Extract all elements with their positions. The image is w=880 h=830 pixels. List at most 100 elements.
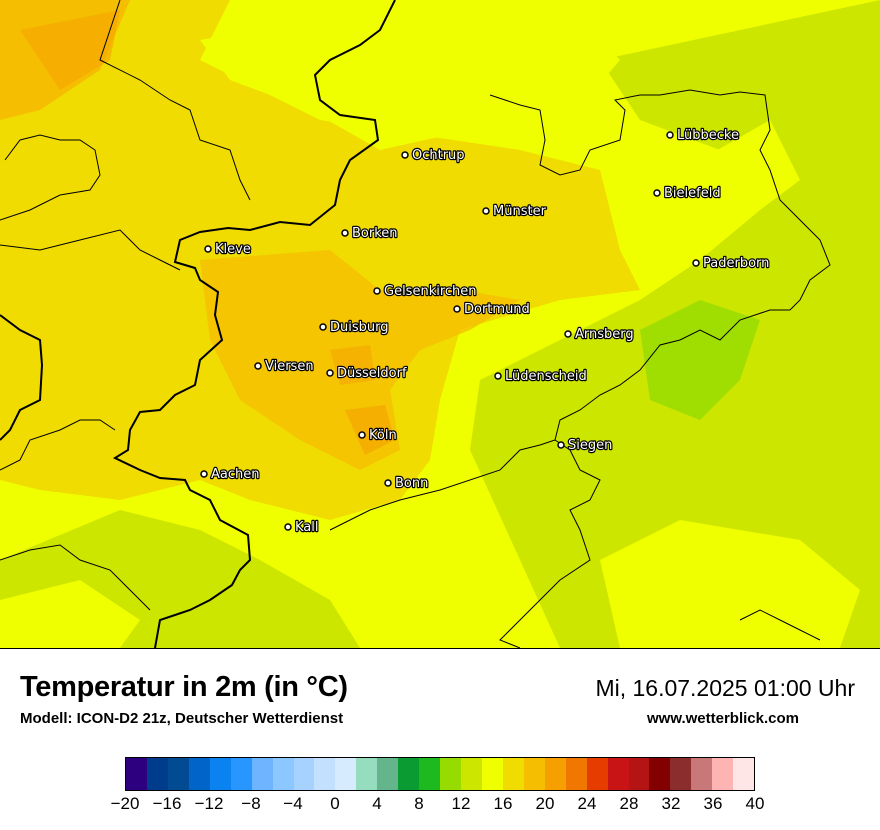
city-dot xyxy=(384,479,392,487)
city-label: Kleve xyxy=(215,242,251,257)
city-marker: Lüdenscheid xyxy=(494,368,588,385)
city-label: Duisburg xyxy=(330,320,389,335)
color-scale-tick-label: 4 xyxy=(372,794,382,813)
color-scale-swatch xyxy=(607,758,629,790)
color-scale-swatch xyxy=(398,758,420,790)
color-scale-swatch xyxy=(691,758,713,790)
city-label: Lübbecke xyxy=(677,128,739,143)
color-scale-swatch xyxy=(628,758,650,790)
color-scale-swatch xyxy=(272,758,294,790)
province-border-be-2 xyxy=(0,544,151,611)
color-scale-tick-label: −12 xyxy=(194,794,224,813)
city-label: Münster xyxy=(493,204,547,219)
city-marker: Ochtrup xyxy=(401,147,466,164)
city-label: Gelsenkirchen xyxy=(384,284,477,299)
national-border-nl-be xyxy=(0,314,44,441)
color-scale-tick-label: 20 xyxy=(535,794,555,813)
temperature-field-22-koeln xyxy=(345,405,395,455)
city-dot xyxy=(341,229,349,237)
city-dot xyxy=(358,431,366,439)
city-label: Paderborn xyxy=(703,256,769,271)
city-dot xyxy=(653,189,661,197)
color-scale-swatch xyxy=(356,758,378,790)
color-scale-tick-label: 0 xyxy=(330,794,340,813)
city-label: Ochtrup xyxy=(412,148,465,163)
color-scale-swatch xyxy=(544,758,566,790)
temperature-field-16-18-south-west xyxy=(0,580,140,648)
temperature-field-22-24-north-west xyxy=(20,10,120,90)
city-marker: Duisburg xyxy=(319,319,390,336)
color-scale-swatch xyxy=(146,758,168,790)
color-scale-tick-label: 12 xyxy=(451,794,471,813)
color-scale-tick-label: 40 xyxy=(745,794,765,813)
color-scale-tick-label: 24 xyxy=(577,794,597,813)
color-scale-swatch xyxy=(419,758,441,790)
city-marker: Münster xyxy=(482,203,548,220)
temperature-map-canvas: Ochtrup Lübbecke Bielefeld Münster Borken Kle… xyxy=(0,0,880,648)
city-marker: Paderborn xyxy=(692,255,771,272)
city-marker: Kall xyxy=(284,519,320,536)
city-dot xyxy=(557,441,565,449)
city-label: Lüdenscheid xyxy=(505,369,587,384)
color-scale-tick-label: −4 xyxy=(283,794,303,813)
city-label: Siegen xyxy=(568,438,612,453)
color-scale-swatch xyxy=(649,758,671,790)
state-border-nrw xyxy=(329,89,831,531)
city-label: Köln xyxy=(369,428,397,443)
state-border-hessen xyxy=(739,609,821,641)
forecast-datetime: Mi, 16.07.2025 01:00 Uhr xyxy=(595,675,855,701)
city-marker: Bielefeld xyxy=(653,185,722,202)
color-scale-swatch xyxy=(335,758,357,790)
city-label: Aachen xyxy=(211,467,259,482)
city-dot xyxy=(284,523,292,531)
color-scale-swatch xyxy=(314,758,336,790)
color-scale-swatch xyxy=(733,758,755,790)
color-scale-swatch xyxy=(461,758,482,790)
city-label: Borken xyxy=(352,226,398,241)
color-scale-swatch xyxy=(523,758,545,790)
city-label: Kall xyxy=(295,520,319,535)
city-marker: Köln xyxy=(358,427,398,444)
color-scale-swatch xyxy=(377,758,399,790)
city-dot xyxy=(453,305,461,313)
color-scale-tick-label: 28 xyxy=(619,794,639,813)
city-label: Bielefeld xyxy=(664,186,721,201)
state-border-rp xyxy=(499,439,601,648)
city-dot xyxy=(401,151,409,159)
website-link[interactable]: www.wetterblick.com xyxy=(647,710,799,727)
color-scale-swatch xyxy=(293,758,315,790)
city-label: Dortmund xyxy=(464,302,530,317)
province-border-nl-1 xyxy=(0,134,101,221)
city-dot xyxy=(666,131,674,139)
borders xyxy=(0,0,831,648)
temperature-field-22-duesseldorf xyxy=(330,345,375,385)
color-scale-swatch xyxy=(209,758,231,790)
color-scale-tick-label: 36 xyxy=(703,794,723,813)
color-scale-tick-label: −20 xyxy=(110,794,140,813)
city-label: Düsseldorf xyxy=(337,366,407,381)
color-scale-swatch xyxy=(188,758,210,790)
model-info: Modell: ICON-D2 21z, Deutscher Wetterdie… xyxy=(20,710,344,727)
national-border xyxy=(112,0,396,648)
color-scale-swatch xyxy=(230,758,252,790)
color-scale-swatch xyxy=(712,758,734,790)
color-scale-tick-label: 32 xyxy=(661,794,681,813)
city-label: Bonn xyxy=(395,476,428,491)
province-border-nl-2 xyxy=(99,0,251,201)
city-dot xyxy=(482,207,490,215)
city-dot xyxy=(692,259,700,267)
color-scale-swatch xyxy=(502,758,524,790)
color-scale-swatch xyxy=(586,758,608,790)
color-scale-swatch xyxy=(440,758,461,790)
city-marker: Arnsberg xyxy=(564,326,635,343)
city-dot xyxy=(204,245,212,253)
city-marker: Viersen xyxy=(254,358,315,375)
color-scale-tick-label: −8 xyxy=(241,794,261,813)
color-scale-swatch xyxy=(126,758,147,790)
temperature-map[interactable]: Ochtrup Lübbecke Bielefeld Münster Borken Kle… xyxy=(0,0,880,649)
color-scale-tick-label: −16 xyxy=(152,794,182,813)
map-title: Temperatur in 2m (in °C) xyxy=(20,671,348,703)
city-marker: Düsseldorf xyxy=(326,365,408,382)
temperature-field-16-18-north-east xyxy=(700,120,800,210)
city-markers: Ochtrup Lübbecke Bielefeld Münster Borken Kle… xyxy=(200,127,771,536)
